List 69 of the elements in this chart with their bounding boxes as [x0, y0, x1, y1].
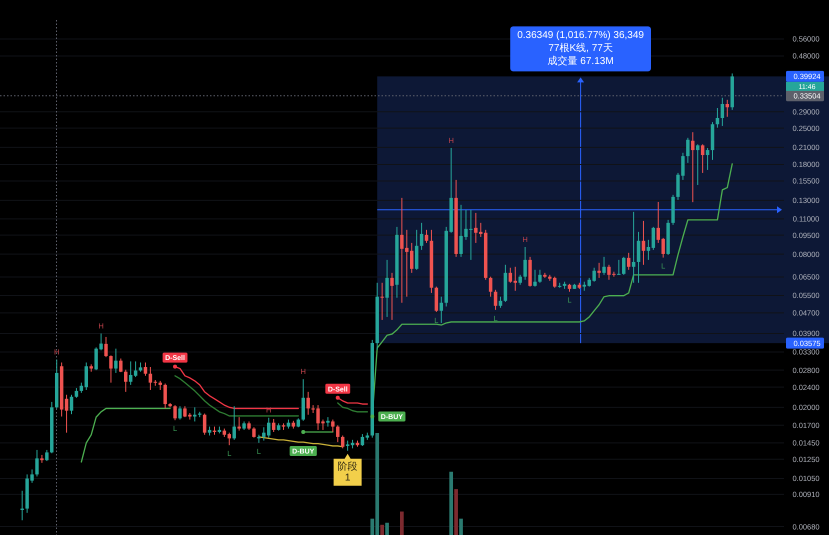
- bar: [400, 512, 404, 535]
- candlestick: [173, 404, 177, 421]
- line-series: [80, 408, 171, 463]
- candlestick: [178, 406, 182, 420]
- candlestick: [286, 419, 290, 430]
- candlestick: [440, 296, 444, 324]
- candlestick: [700, 144, 704, 174]
- candlestick: [494, 289, 498, 310]
- point: [301, 430, 306, 434]
- bar: [385, 522, 389, 535]
- candlestick: [302, 378, 305, 422]
- candlestick: [636, 231, 640, 284]
- candlestick: [144, 362, 148, 376]
- candlestick: [385, 259, 389, 318]
- candlestick: [202, 413, 206, 436]
- candlestick: [420, 222, 424, 250]
- bar: [380, 524, 384, 535]
- candlestick: [597, 262, 601, 278]
- candlestick: [632, 211, 636, 284]
- candlestick: [74, 388, 78, 398]
- candlestick: [488, 276, 492, 298]
- candlestick: [124, 369, 128, 392]
- candlestick: [252, 426, 256, 438]
- annotation: 阶段 1: [338, 460, 358, 484]
- point: [173, 364, 178, 369]
- candlestick: [336, 424, 340, 443]
- line-series: [174, 375, 299, 417]
- candlestick: [626, 252, 630, 270]
- candlestick: [272, 418, 276, 432]
- candlestick: [642, 220, 646, 266]
- candlestick: [193, 406, 196, 422]
- bar: [454, 489, 458, 535]
- candlestick: [306, 391, 310, 416]
- candlestick: [696, 144, 700, 186]
- candlestick: [602, 256, 606, 276]
- candlestick: [720, 97, 724, 126]
- line-series: [337, 402, 368, 412]
- candlestick: [114, 348, 118, 374]
- candlestick: [686, 137, 690, 164]
- point: [370, 414, 374, 419]
- candlestick: [691, 132, 695, 203]
- bar: [459, 518, 463, 535]
- candlestick: [331, 419, 335, 432]
- point: [336, 396, 340, 400]
- candlestick: [434, 286, 438, 312]
- candlestick: [237, 416, 241, 432]
- candlestick: [340, 434, 344, 449]
- annotation: 0.36349 (1,016.77%) 36,349: [517, 30, 644, 41]
- annotation: 77根K线, 77天: [548, 42, 613, 54]
- candlestick: [706, 147, 710, 170]
- candlestick: [414, 229, 418, 270]
- annotation: 成交量 67.13M: [548, 54, 614, 67]
- candlestick: [380, 282, 384, 320]
- candlestick: [538, 269, 542, 284]
- candlestick: [523, 246, 527, 280]
- candlestick: [163, 383, 167, 409]
- bar: [449, 472, 454, 535]
- candlestick: [138, 362, 142, 372]
- candlestick: [716, 107, 720, 128]
- candlestick: [45, 449, 49, 462]
- candlestick: [533, 269, 537, 288]
- candlestick: [726, 99, 730, 118]
- candlestick: [119, 358, 123, 373]
- candlestick: [622, 256, 626, 276]
- candlestick: [20, 490, 24, 521]
- candlestick: [518, 274, 522, 286]
- candlestick: [232, 406, 236, 440]
- candlestick: [109, 354, 113, 384]
- candlestick: [617, 259, 621, 276]
